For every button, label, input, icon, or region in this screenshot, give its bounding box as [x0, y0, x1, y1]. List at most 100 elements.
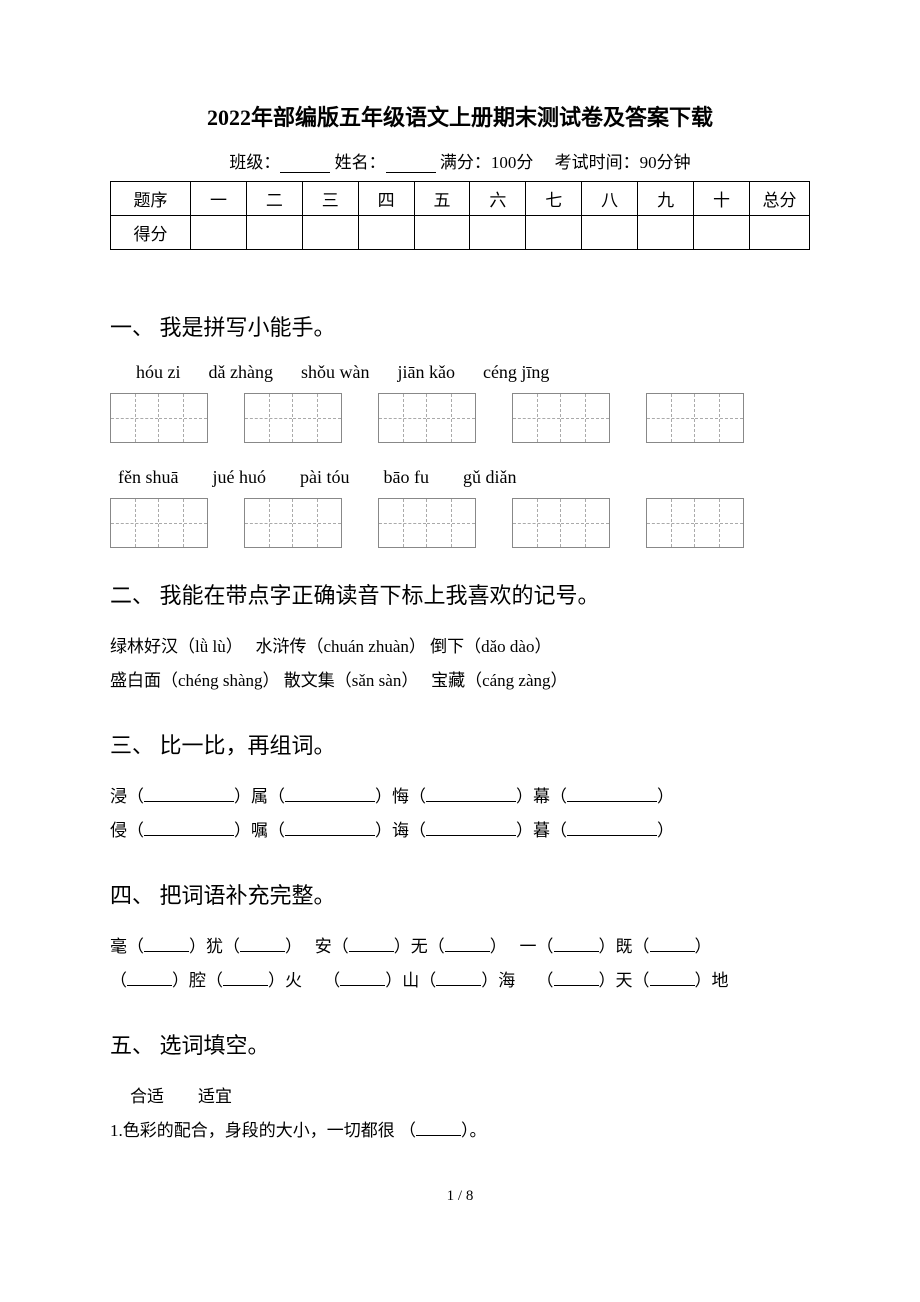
section-3-line-2: 侵（）嘱（）诲（）暮（）	[110, 814, 810, 848]
pinyin-label: shǒu wàn	[301, 362, 370, 383]
table-cell: 一	[191, 182, 247, 216]
fill-blank	[285, 785, 375, 802]
char-box-group	[512, 498, 610, 548]
char-boxes-row-1	[110, 393, 810, 443]
fill-blank	[416, 1119, 461, 1136]
score-table: 题序 一 二 三 四 五 六 七 八 九 十 总分 得分	[110, 181, 810, 250]
char-label: 既	[616, 937, 633, 956]
fill-blank	[554, 969, 599, 986]
char-box	[245, 394, 293, 442]
char-label: 诲	[392, 821, 409, 840]
section-5-heading: 五、 选词填空。	[110, 1028, 810, 1060]
table-row: 题序 一 二 三 四 五 六 七 八 九 十 总分	[111, 182, 810, 216]
char-label: 海	[498, 971, 515, 990]
pinyin-label: gǔ diǎn	[463, 467, 517, 488]
question-text: 1.色彩的配合，身段的大小，一切都很 （	[110, 1121, 416, 1140]
table-cell: 题序	[111, 182, 191, 216]
char-box-group	[378, 498, 476, 548]
table-cell: 三	[302, 182, 358, 216]
char-label: 山	[402, 971, 419, 990]
section-3-line-1: 浸（）属（）悔（）幕（）	[110, 780, 810, 814]
fill-blank	[144, 935, 189, 952]
fill-blank	[144, 785, 234, 802]
table-cell	[470, 216, 526, 250]
fill-blank	[285, 819, 375, 836]
char-label: 浸	[110, 787, 127, 806]
char-box	[513, 499, 561, 547]
pinyin-label: fěn shuā	[118, 467, 178, 488]
fill-blank	[567, 785, 657, 802]
char-boxes-row-2	[110, 498, 810, 548]
pinyin-label: dǎ zhàng	[209, 362, 273, 383]
section-3-heading: 三、 比一比，再组词。	[110, 728, 810, 760]
char-box	[427, 499, 475, 547]
table-cell: 九	[638, 182, 694, 216]
char-box-group	[244, 393, 342, 443]
fill-blank	[349, 935, 394, 952]
table-cell	[358, 216, 414, 250]
pinyin-label: jué huó	[212, 467, 266, 488]
char-box	[293, 394, 341, 442]
char-box	[561, 499, 609, 547]
section-5-q1: 1.色彩的配合，身段的大小，一切都很 （）。	[110, 1114, 810, 1148]
char-label: 腔	[189, 971, 206, 990]
char-box	[111, 394, 159, 442]
table-cell: 八	[582, 182, 638, 216]
char-box	[647, 394, 695, 442]
char-label: 属	[251, 787, 268, 806]
char-label: 无	[411, 937, 428, 956]
fill-blank	[340, 969, 385, 986]
char-label: 一	[520, 937, 537, 956]
char-box-group	[646, 498, 744, 548]
name-label: 姓名：	[335, 153, 386, 172]
char-box	[293, 499, 341, 547]
pinyin-label: céng jīng	[483, 362, 549, 383]
char-box-group	[110, 498, 208, 548]
char-box	[513, 394, 561, 442]
char-box	[111, 499, 159, 547]
fill-blank	[426, 819, 516, 836]
pinyin-row-1: hóu zi dǎ zhàng shǒu wàn jiān kǎo céng j…	[136, 362, 810, 383]
char-box-group	[244, 498, 342, 548]
pinyin-label: hóu zi	[136, 362, 181, 383]
table-cell	[526, 216, 582, 250]
fill-blank	[144, 819, 234, 836]
char-label: 毫	[110, 937, 127, 956]
document-title: 2022年部编版五年级语文上册期末测试卷及答案下载	[110, 100, 810, 132]
char-box	[647, 499, 695, 547]
class-blank	[280, 156, 330, 173]
table-cell	[302, 216, 358, 250]
table-row: 得分	[111, 216, 810, 250]
table-cell: 得分	[111, 216, 191, 250]
char-box	[159, 499, 207, 547]
time-label: 考试时间：90分钟	[555, 153, 691, 172]
char-label: 安	[315, 937, 332, 956]
name-blank	[386, 156, 436, 173]
char-label: 火	[285, 971, 302, 990]
char-box-group	[110, 393, 208, 443]
section-1-heading: 一、 我是拼写小能手。	[110, 310, 810, 342]
char-box	[561, 394, 609, 442]
pinyin-row-2: fěn shuā jué huó pài tóu bāo fu gǔ diǎn	[118, 467, 810, 488]
fill-blank	[650, 969, 695, 986]
table-cell	[750, 216, 810, 250]
char-box	[695, 394, 743, 442]
section-2-line-2: 盛白面（chéng shàng） 散文集（sǎn sàn） 宝藏（cáng zà…	[110, 664, 810, 698]
fill-blank	[650, 935, 695, 952]
char-box	[695, 499, 743, 547]
char-label: 暮	[533, 821, 550, 840]
pinyin-label: jiān kǎo	[397, 362, 454, 383]
table-cell	[638, 216, 694, 250]
table-cell	[191, 216, 247, 250]
char-box-group	[646, 393, 744, 443]
pinyin-label: pài tóu	[300, 467, 350, 488]
exam-header-info: 班级： 姓名： 满分：100分 考试时间：90分钟	[110, 148, 810, 173]
table-cell: 六	[470, 182, 526, 216]
full-score: 满分：100分	[440, 153, 534, 172]
char-box	[159, 394, 207, 442]
char-label: 嘱	[251, 821, 268, 840]
fill-blank	[240, 935, 285, 952]
char-label: 悔	[392, 787, 409, 806]
pinyin-label: bāo fu	[383, 467, 428, 488]
fill-blank	[127, 969, 172, 986]
